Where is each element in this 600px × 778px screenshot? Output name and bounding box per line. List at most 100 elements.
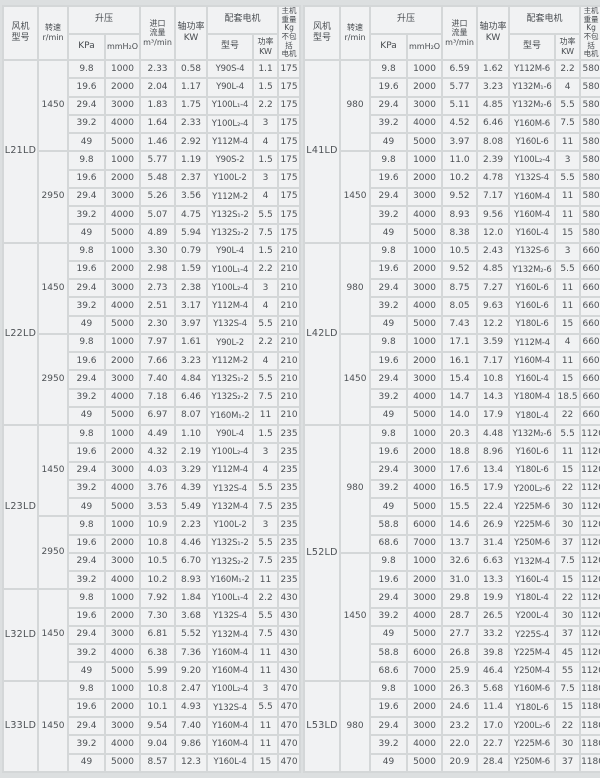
weight-cell: 175 [277,95,302,116]
pressure-mmh2o-cell: 2000 [103,533,142,554]
speed-cell: 1450 [37,58,69,153]
col-header-pressure: 升压 [369,5,444,35]
motor-power-cell: 11 [554,204,582,226]
pressure-kpa-cell: 9.8 [67,515,106,536]
weight-cell: 660 [579,314,600,335]
weight-cell: 430 [277,588,302,609]
fan-model-cell: L41LD [303,59,342,244]
motor-model-cell: Y180L-6 [508,697,557,719]
table-row: 29.4 3000 7.40 4.84 Y132S₁-2 5.5 210 [3,369,302,390]
table-row: 39.2 4000 6.38 7.36 Y160M-4 11 430 [3,642,302,664]
shaft-power-cell: 46.4 [476,661,511,682]
fan-model-cell: L32LD [2,588,39,682]
motor-power-cell: 4 [252,350,280,372]
table-row: 49 5000 8.38 12.0 Y160L-4 15 580 [304,223,600,244]
motor-power-cell: 5.5 [252,314,280,335]
pressure-mmh2o-cell: 2000 [103,259,142,281]
table-row: 2950 9.8 1000 10.9 2.23 Y100L-2 3 235 [3,515,302,591]
table-row: 39.2 4000 14.7 14.3 Y180M-4 18.5 660 [304,387,600,408]
weight-cell: 660 [579,332,600,354]
flow-cell: 25.9 [441,661,479,682]
motor-power-cell: 5.5 [252,606,280,627]
shaft-power-cell: 3.97 [174,314,209,335]
pressure-mmh2o-cell: 5000 [103,405,142,427]
weight-cell: 580 [579,131,600,153]
motor-power-cell: 7.5 [252,551,280,573]
shaft-power-cell: 26.9 [476,515,511,536]
motor-power-cell: 3 [252,442,280,463]
weight-cell: 660 [579,241,600,262]
motor-model-cell: Y200L₂-6 [508,478,557,500]
fan-model-cell: L52LD [303,424,342,682]
pressure-kpa-cell: 9.8 [369,551,409,573]
speed-cell: 1450 [37,241,69,335]
motor-model-cell: Y225M-4 [508,642,557,664]
weight-cell: 1120 [579,551,600,573]
pressure-mmh2o-cell: 1000 [406,679,444,700]
speed-cell: 1450 [37,679,69,773]
motor-model-cell: Y132M-4 [206,496,255,518]
motor-model-cell: Y90L-4 [206,423,255,445]
pressure-mmh2o-cell: 4000 [103,113,142,135]
shaft-power-cell: 17.9 [476,478,511,500]
fan-model-cell: L21LD [2,59,39,244]
weight-cell: 175 [277,204,302,226]
pressure-kpa-cell: 19.6 [67,606,106,627]
shaft-power-cell: 5.68 [476,679,511,700]
pressure-kpa-cell: 29.4 [369,715,409,737]
pressure-kpa-cell: 9.8 [369,332,409,354]
table-row: 49 5000 3.53 5.49 Y132M-4 7.5 235 [3,496,302,518]
pressure-mmh2o-cell: 4000 [406,734,444,755]
shaft-power-cell: 4.85 [476,259,511,281]
pressure-mmh2o-cell: 2000 [406,350,444,372]
table-row: 29.4 3000 4.03 3.29 Y112M-4 4 235 [3,460,302,481]
motor-power-cell: 11 [252,734,280,755]
pressure-kpa-cell: 39.2 [369,113,409,135]
flow-cell: 8.75 [441,277,479,299]
motor-model-cell: Y180L-6 [508,314,557,335]
motor-model-cell: Y132M₁-6 [508,77,557,98]
spec-table-left: 风机 型号 转速 r/min 升压 进口 流量 m³/min 轴功率 KW 配套… [2,5,302,773]
weight-cell: 235 [277,423,302,445]
shaft-power-cell: 4.85 [476,95,511,116]
motor-power-cell: 22 [554,588,582,609]
table-row: 49 5000 1.46 2.92 Y112M-4 4 175 [3,131,302,153]
table-row: 29.4 3000 1.83 1.75 Y100L₁-4 2.2 175 [3,95,302,116]
weight-cell: 210 [277,314,302,335]
pressure-mmh2o-cell: 5000 [103,223,142,244]
motor-power-cell: 30 [554,496,582,518]
table-row: 29.4 3000 8.75 7.27 Y160L-6 11 660 [304,277,600,299]
motor-power-cell: 2.2 [252,588,280,609]
motor-power-cell: 4 [554,77,582,98]
motor-model-cell: Y132M₂-6 [508,423,557,445]
pressure-mmh2o-cell: 1000 [103,241,142,262]
pressure-kpa-cell: 29.4 [67,460,106,481]
col-header-motor-model: 型号 [206,33,255,61]
flow-cell: 5.07 [139,204,177,226]
table-row: L42LD 980 9.8 1000 10.5 2.43 Y132S-6 3 660 [303,241,600,426]
flow-cell: 22.0 [441,734,479,755]
speed-cell: 980 [339,241,372,335]
shaft-power-cell: 1.61 [174,332,209,354]
flow-cell: 2.04 [139,77,177,98]
motor-power-cell: 22 [554,715,582,737]
weight-cell: 470 [277,697,302,719]
shaft-power-cell: 7.17 [476,186,511,208]
flow-cell: 4.32 [139,442,177,463]
table-row: 29.4 3000 9.52 7.17 Y160M-4 11 580 [304,186,600,208]
motor-model-cell: Y112M-2 [206,186,255,208]
table-row: 19.6 2000 5.77 3.23 Y132M₁-6 4 580 [304,77,600,98]
flow-cell: 5.48 [139,168,177,189]
table-row: L23LD 1450 9.8 1000 4.49 1.10 Y90L-4 1.5 235 [2,423,302,591]
weight-cell: 235 [277,569,302,591]
flow-cell: 7.92 [139,588,177,609]
weight-cell: 175 [277,168,302,189]
weight-cell: 1120 [579,496,600,518]
shaft-power-cell: 4.39 [174,478,209,500]
motor-power-cell: 55 [554,661,582,682]
pressure-kpa-cell: 9.8 [67,58,106,80]
fan-model-cell: L42LD [303,241,342,426]
